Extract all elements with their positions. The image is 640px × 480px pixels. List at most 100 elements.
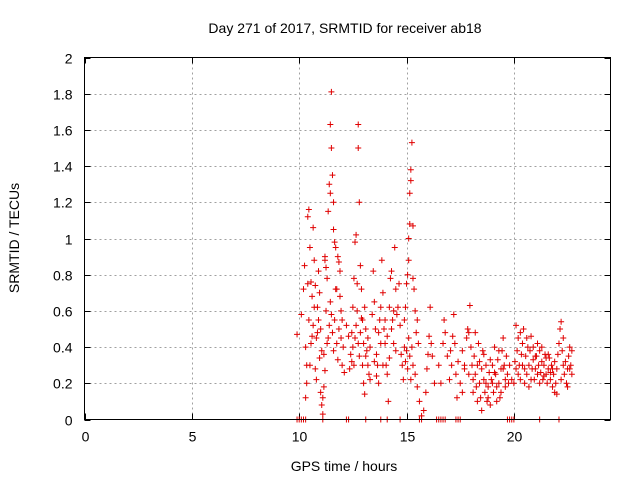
data-point <box>389 316 396 323</box>
data-point <box>406 221 413 228</box>
data-point <box>411 286 418 293</box>
data-point <box>467 344 474 351</box>
data-point <box>374 362 381 369</box>
data-point <box>355 145 362 151</box>
data-point <box>406 353 413 360</box>
data-point <box>552 380 559 387</box>
data-point <box>310 224 317 231</box>
data-point <box>343 322 350 329</box>
data-point <box>360 380 367 387</box>
data-point <box>370 268 377 275</box>
data-point <box>485 383 492 390</box>
y-tick-label: 0.6 <box>53 304 73 320</box>
data-point <box>465 371 472 378</box>
data-point <box>350 275 357 282</box>
data-point <box>422 389 429 396</box>
y-tick-label: 0.2 <box>53 376 73 392</box>
data-point <box>310 322 317 329</box>
data-point <box>321 257 328 264</box>
data-point <box>353 322 360 329</box>
data-point <box>470 376 477 383</box>
data-point <box>476 380 483 387</box>
data-point <box>448 362 455 369</box>
data-point <box>500 365 507 372</box>
data-point <box>396 280 403 287</box>
data-point <box>498 389 505 396</box>
data-point <box>357 262 364 269</box>
data-point <box>547 376 554 383</box>
data-point <box>309 333 316 340</box>
data-point <box>566 344 573 351</box>
data-point <box>316 354 323 361</box>
data-point <box>464 326 471 332</box>
data-point <box>309 293 316 300</box>
data-point <box>319 411 326 418</box>
data-point <box>537 369 544 376</box>
data-point <box>311 304 318 311</box>
data-point <box>435 362 442 369</box>
data-point <box>504 371 511 378</box>
data-point <box>487 402 494 409</box>
data-point <box>391 244 398 251</box>
data-point <box>339 316 346 323</box>
data-point <box>305 316 312 323</box>
data-point <box>484 398 491 405</box>
data-point <box>544 380 551 387</box>
data-point <box>407 376 414 383</box>
data-point <box>513 322 520 329</box>
data-point <box>357 329 364 336</box>
data-point <box>331 239 338 246</box>
data-point <box>536 380 543 387</box>
data-point <box>353 231 360 238</box>
data-point <box>490 389 497 396</box>
data-point <box>453 394 460 401</box>
data-point <box>348 329 355 336</box>
data-point <box>480 351 487 358</box>
data-point <box>371 358 378 365</box>
data-point <box>392 347 399 354</box>
data-point <box>513 365 520 372</box>
data-point <box>413 329 420 336</box>
data-point <box>474 398 481 405</box>
data-point <box>505 380 512 387</box>
data-point <box>538 358 545 365</box>
data-point <box>301 262 308 269</box>
data-point <box>496 394 503 401</box>
data-point <box>412 371 419 378</box>
data-point <box>327 190 334 197</box>
data-point <box>557 326 564 332</box>
data-point <box>330 199 337 206</box>
data-point <box>371 298 378 305</box>
data-point <box>543 354 550 361</box>
data-point <box>306 362 313 369</box>
data-point <box>563 380 570 387</box>
data-point <box>300 286 307 293</box>
data-point <box>390 307 397 314</box>
data-point <box>487 356 494 363</box>
data-point <box>359 362 366 369</box>
data-point <box>404 271 411 278</box>
data-point <box>393 311 400 318</box>
data-point <box>407 177 414 184</box>
data-point <box>420 407 427 414</box>
data-point <box>482 380 489 387</box>
data-point <box>386 354 393 361</box>
data-point <box>503 353 510 360</box>
data-point <box>526 347 533 354</box>
data-point <box>308 278 315 285</box>
data-point <box>386 304 393 311</box>
y-tick-label: 0 <box>65 413 73 429</box>
x-tick-label: 10 <box>292 429 308 445</box>
data-point <box>510 380 517 387</box>
data-point <box>441 316 448 323</box>
data-point <box>561 371 568 378</box>
data-point <box>493 398 500 405</box>
data-point <box>521 365 528 372</box>
data-point <box>558 318 565 325</box>
data-point <box>328 311 335 318</box>
data-point <box>400 376 407 383</box>
data-point <box>534 340 541 347</box>
data-point <box>446 376 453 383</box>
data-point <box>528 333 535 340</box>
data-point <box>567 362 574 369</box>
